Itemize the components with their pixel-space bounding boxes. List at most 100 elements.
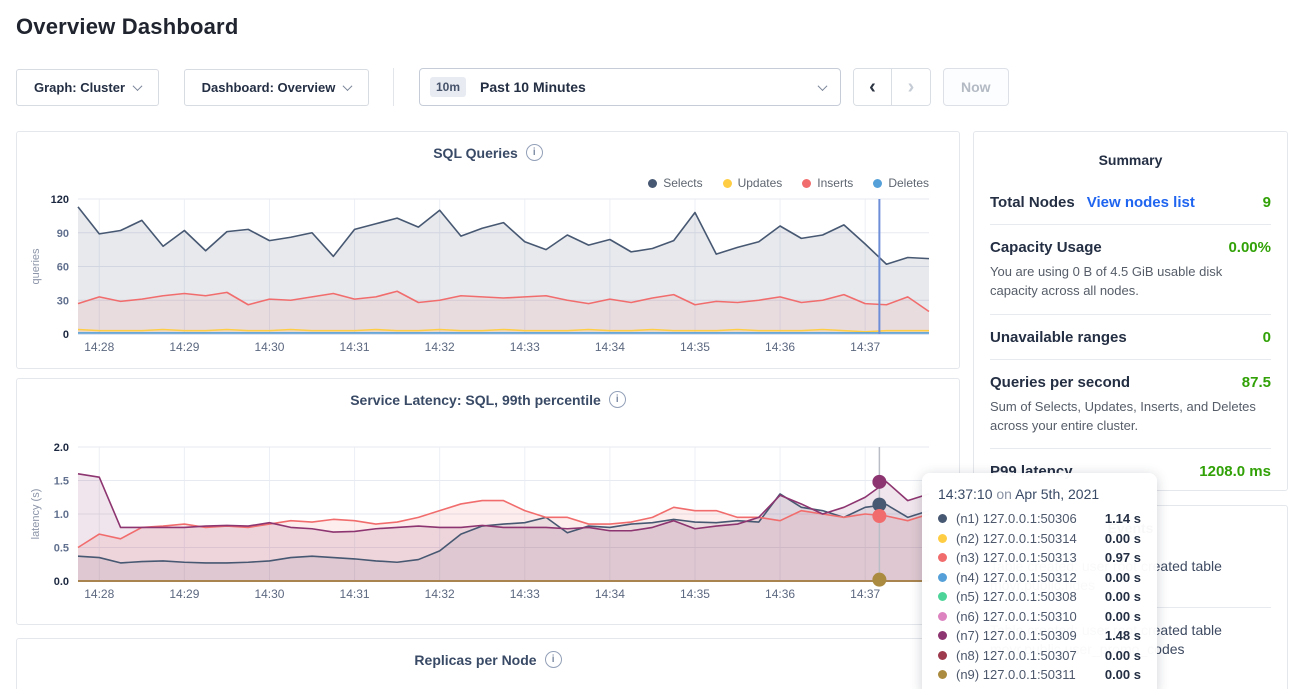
qps-value: 87.5 [1242,374,1271,391]
svg-text:30: 30 [57,295,69,307]
tooltip-node-row: (n3) 127.0.0.1:503130.97 s [938,550,1141,565]
svg-text:1.5: 1.5 [54,476,69,488]
svg-text:60: 60 [57,262,69,274]
view-nodes-list-link[interactable]: View nodes list [1087,194,1195,211]
replicas-per-node-chart-title: Replicas per Node [414,652,536,668]
replicas-per-node-chart-card: Replicas per Node i [16,638,960,689]
capacity-usage-label: Capacity Usage [990,239,1102,256]
service-latency-chart-card: Service Latency: SQL, 99th percentile i … [16,378,960,625]
tooltip-timestamp: 14:37:10 on Apr 5th, 2021 [938,486,1141,502]
svg-text:14:34: 14:34 [595,340,625,354]
qps-label: Queries per second [990,374,1130,391]
capacity-usage-value: 0.00% [1228,239,1271,256]
svg-text:latency (s): latency (s) [30,489,42,540]
node-color-dot-icon [938,651,947,660]
svg-text:14:32: 14:32 [425,587,455,601]
svg-text:0: 0 [63,329,69,341]
svg-text:14:32: 14:32 [425,340,455,354]
legend-item-selects[interactable]: Selects [648,176,702,190]
p99-latency-value: 1208.0 ms [1199,463,1271,480]
svg-text:14:30: 14:30 [254,340,284,354]
svg-text:14:31: 14:31 [340,340,370,354]
now-button[interactable]: Now [943,68,1009,106]
svg-text:14:33: 14:33 [510,587,540,601]
service-latency-chart-title: Service Latency: SQL, 99th percentile [350,392,601,408]
svg-text:0.0: 0.0 [54,576,69,588]
svg-text:14:28: 14:28 [84,340,114,354]
node-color-dot-icon [938,670,947,679]
sql-queries-plot[interactable]: 14:28 14:29 14:30 14:31 14:32 14:33 14:34 14:35… [17,132,959,368]
tooltip-node-row: (n8) 127.0.0.1:503070.00 s [938,648,1141,663]
legend-dot-icon [648,179,657,188]
time-back-button[interactable]: ‹ [854,69,892,105]
svg-text:14:35: 14:35 [680,587,710,601]
svg-text:14:36: 14:36 [765,587,795,601]
summary-row-unavailable-ranges: Unavailable ranges 0 [990,315,1271,360]
dashboard-dropdown[interactable]: Dashboard: Overview [184,69,369,106]
time-range-badge: 10m [430,77,466,97]
latency-hover-tooltip: 14:37:10 on Apr 5th, 2021 (n1) 127.0.0.1… [922,473,1157,689]
time-range-picker[interactable]: 10m Past 10 Minutes [419,68,841,106]
time-range-label: Past 10 Minutes [480,79,586,95]
tooltip-node-row: (n9) 127.0.0.1:503110.00 s [938,667,1141,682]
graph-scope-label: Graph: Cluster [34,80,125,95]
legend-dot-icon [873,179,882,188]
sql-queries-legend: Selects Updates Inserts Deletes [648,176,929,190]
node-color-dot-icon [938,573,947,582]
node-color-dot-icon [938,631,947,640]
total-nodes-value: 9 [1263,194,1271,211]
chevron-down-icon [343,81,353,91]
qps-description: Sum of Selects, Updates, Inserts, and De… [990,398,1271,436]
time-forward-button[interactable]: › [892,69,930,105]
svg-text:14:37: 14:37 [850,340,880,354]
sql-queries-chart-card: SQL Queries i Selects Updates Inserts Delet… [16,131,960,369]
dashboard-controls: Graph: Cluster Dashboard: Overview 10m P… [16,68,1009,106]
svg-text:14:37: 14:37 [850,587,880,601]
service-latency-plot[interactable]: 14:28 14:29 14:30 14:31 14:32 14:33 14:34 14:35… [17,379,959,624]
node-color-dot-icon [938,592,947,601]
page-title: Overview Dashboard [16,14,238,40]
svg-text:14:29: 14:29 [169,340,199,354]
tooltip-node-row: (n5) 127.0.0.1:503080.00 s [938,589,1141,604]
summary-panel: Summary Total Nodes View nodes list 9 Ca… [973,131,1288,491]
svg-text:14:35: 14:35 [680,340,710,354]
svg-text:14:33: 14:33 [510,340,540,354]
node-color-dot-icon [938,553,947,562]
capacity-usage-description: You are using 0 B of 4.5 GiB usable disk… [990,263,1271,301]
tooltip-node-row: (n4) 127.0.0.1:503120.00 s [938,570,1141,585]
svg-text:14:34: 14:34 [595,587,625,601]
time-pager: ‹ › [853,68,931,106]
tooltip-node-row: (n1) 127.0.0.1:503061.14 s [938,511,1141,526]
summary-row-total-nodes: Total Nodes View nodes list 9 [990,180,1271,225]
svg-text:queries: queries [30,248,42,285]
total-nodes-label: Total Nodes [990,194,1075,211]
chevron-down-icon [818,81,828,91]
controls-divider [393,68,394,106]
legend-item-deletes[interactable]: Deletes [873,176,929,190]
svg-text:90: 90 [57,228,69,240]
legend-item-inserts[interactable]: Inserts [802,176,853,190]
info-icon[interactable]: i [545,651,562,668]
svg-text:120: 120 [51,194,69,206]
info-icon[interactable]: i [609,391,626,408]
unavailable-ranges-label: Unavailable ranges [990,329,1127,346]
svg-text:14:28: 14:28 [84,587,114,601]
info-icon[interactable]: i [526,144,543,161]
summary-row-capacity-usage: Capacity Usage 0.00% You are using 0 B o… [990,225,1271,315]
unavailable-ranges-value: 0 [1263,329,1271,346]
graph-scope-dropdown[interactable]: Graph: Cluster [16,69,159,106]
svg-text:14:29: 14:29 [169,587,199,601]
tooltip-node-row: (n7) 127.0.0.1:503091.48 s [938,628,1141,643]
sql-queries-chart-title: SQL Queries [433,145,518,161]
chevron-down-icon [133,81,143,91]
legend-dot-icon [723,179,732,188]
tooltip-node-row: (n6) 127.0.0.1:503100.00 s [938,609,1141,624]
svg-text:14:31: 14:31 [340,587,370,601]
svg-text:1.0: 1.0 [54,509,69,521]
summary-title: Summary [990,148,1271,168]
charts-column: SQL Queries i Selects Updates Inserts Delet… [16,131,960,689]
svg-text:2.0: 2.0 [54,442,69,454]
legend-item-updates[interactable]: Updates [723,176,783,190]
svg-text:14:30: 14:30 [254,587,284,601]
node-color-dot-icon [938,534,947,543]
